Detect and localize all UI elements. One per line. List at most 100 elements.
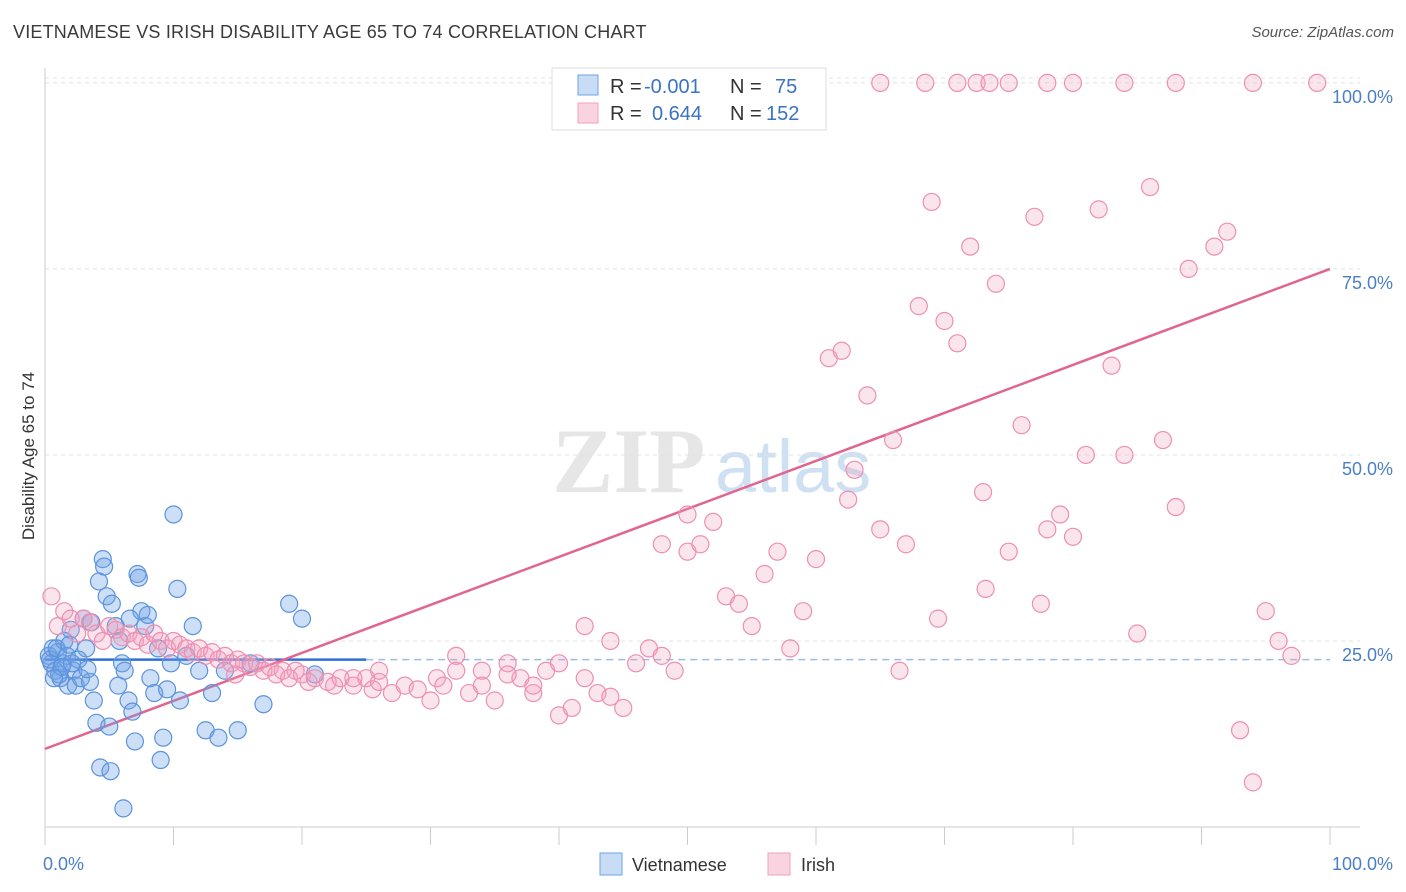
y-tick-label: 75.0% xyxy=(1342,273,1393,293)
point-vietnamese xyxy=(209,728,228,747)
point-vietnamese xyxy=(91,758,110,777)
y-tick-label: 50.0% xyxy=(1342,459,1393,479)
point-vietnamese xyxy=(157,680,177,699)
point-vietnamese xyxy=(215,661,234,680)
point-irish xyxy=(370,661,389,680)
point-vietnamese xyxy=(119,691,138,710)
point-vietnamese xyxy=(71,669,91,688)
point-irish xyxy=(427,669,447,688)
point-irish xyxy=(1269,631,1288,651)
point-vietnamese xyxy=(100,717,119,736)
point-irish xyxy=(145,624,164,643)
point-irish xyxy=(781,639,800,658)
point-irish xyxy=(858,386,877,405)
point-irish xyxy=(485,691,504,710)
point-vietnamese xyxy=(161,654,181,673)
point-vietnamese xyxy=(280,594,299,613)
point-vietnamese xyxy=(170,691,190,710)
point-irish xyxy=(601,687,620,706)
watermark-atlas: atlas xyxy=(715,425,871,508)
legend-n-value-2: 152 xyxy=(766,103,799,125)
point-irish xyxy=(1153,430,1173,450)
point-irish xyxy=(1038,520,1057,539)
point-irish xyxy=(980,73,999,92)
point-irish xyxy=(151,631,170,651)
point-irish xyxy=(575,616,594,636)
point-irish xyxy=(976,579,995,598)
point-irish xyxy=(1128,624,1147,643)
point-irish xyxy=(999,73,1018,92)
point-irish xyxy=(575,669,594,688)
legend-r-value-2: 0.644 xyxy=(652,103,702,125)
point-irish xyxy=(1012,416,1031,435)
point-irish xyxy=(678,505,697,524)
point-irish xyxy=(806,550,826,569)
point-vietnamese xyxy=(123,702,142,721)
point-irish xyxy=(1205,237,1224,256)
point-vietnamese xyxy=(228,721,247,740)
point-irish xyxy=(55,602,74,621)
legend-n-value-1: 75 xyxy=(775,76,797,98)
point-irish xyxy=(909,297,928,316)
point-irish xyxy=(845,460,864,479)
point-irish xyxy=(1308,73,1327,92)
legend-r-label-1: R = xyxy=(610,76,642,98)
point-vietnamese xyxy=(183,616,202,636)
point-irish xyxy=(601,631,620,651)
point-irish xyxy=(626,654,646,673)
point-irish xyxy=(896,535,916,554)
watermark-zip: ZIP xyxy=(552,410,705,512)
point-irish xyxy=(472,661,491,680)
point-irish xyxy=(973,483,993,502)
point-irish xyxy=(344,669,363,688)
point-irish xyxy=(1243,73,1263,92)
x-tick-label-min: 0.0% xyxy=(43,854,84,874)
point-irish xyxy=(665,661,684,680)
point-vietnamese xyxy=(93,550,112,569)
point-irish xyxy=(916,73,935,92)
point-irish xyxy=(948,334,967,353)
point-vietnamese xyxy=(102,594,121,613)
point-irish xyxy=(562,698,581,718)
point-vietnamese xyxy=(101,762,120,781)
legend-swatch-vietnamese xyxy=(577,74,599,96)
bottom-legend-swatch-vietnamese xyxy=(599,852,623,876)
axes: 25.0% 50.0% 75.0% 100.0% 0.0% 100.0% xyxy=(43,68,1393,874)
point-irish xyxy=(871,520,890,539)
point-irish xyxy=(922,192,941,212)
point-irish xyxy=(832,341,851,360)
point-irish xyxy=(42,587,61,606)
point-irish xyxy=(691,535,710,554)
point-vietnamese xyxy=(168,579,187,598)
point-vietnamese xyxy=(154,728,173,747)
point-irish xyxy=(80,613,100,632)
point-irish xyxy=(549,654,569,673)
point-irish xyxy=(742,616,761,636)
legend: R = -0.001 N = 75 R = 0.644 N = 152 xyxy=(551,67,827,131)
bottom-legend: Vietnamese Irish xyxy=(599,852,835,876)
legend-r-value-1: -0.001 xyxy=(644,76,701,98)
data-points xyxy=(39,73,1327,818)
point-irish xyxy=(408,680,427,699)
point-irish xyxy=(1076,445,1095,465)
point-irish xyxy=(1031,594,1050,613)
point-irish xyxy=(472,676,491,695)
legend-n-label-2: N = xyxy=(730,103,762,125)
point-vietnamese xyxy=(112,654,132,673)
point-irish xyxy=(498,665,517,684)
point-irish xyxy=(1179,259,1198,279)
x-tick-label-max: 100.0% xyxy=(1332,854,1393,874)
point-irish xyxy=(999,542,1018,561)
point-irish xyxy=(1115,73,1134,92)
point-vietnamese xyxy=(114,799,133,818)
point-vietnamese xyxy=(129,568,148,587)
point-irish xyxy=(1089,200,1108,219)
point-irish xyxy=(434,676,453,695)
point-vietnamese xyxy=(141,669,160,688)
point-irish xyxy=(967,73,986,92)
point-irish xyxy=(325,676,344,695)
point-irish xyxy=(1218,222,1237,241)
point-irish xyxy=(652,535,671,554)
point-irish xyxy=(273,661,292,680)
legend-n-label-1: N = xyxy=(730,76,762,98)
